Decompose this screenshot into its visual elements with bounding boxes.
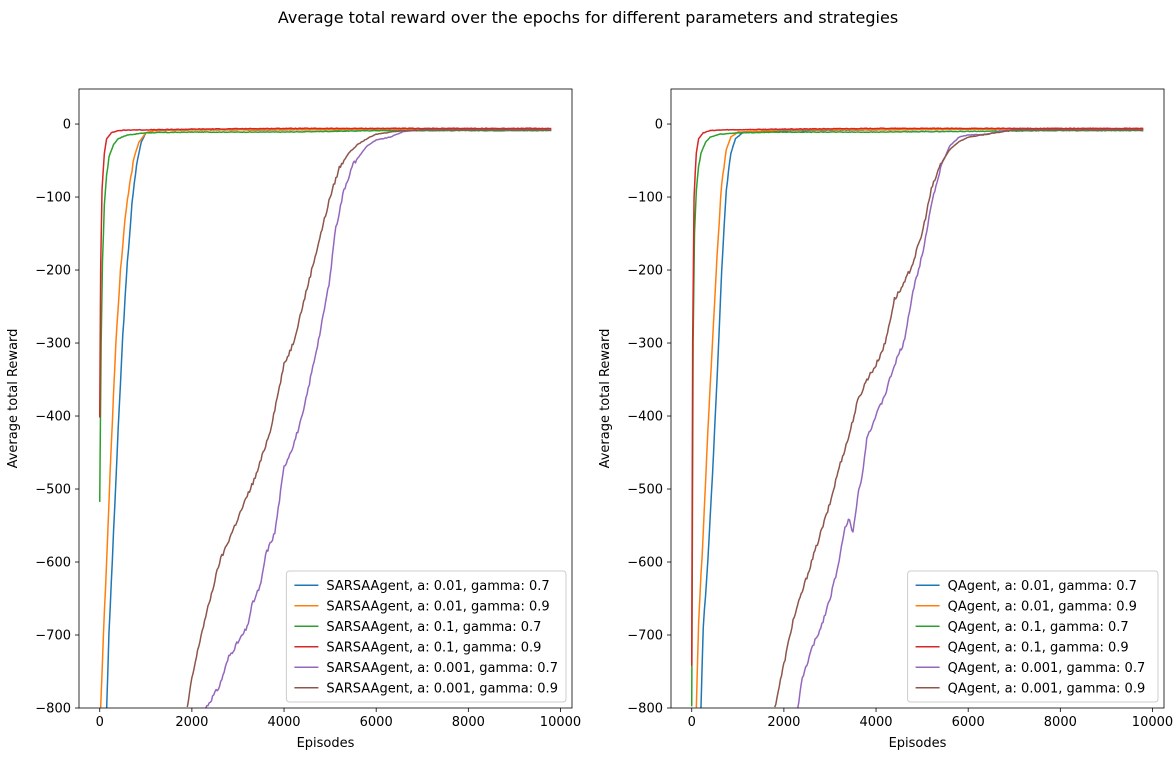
legend-entry-3: QAgent, a: 0.1, gamma: 0.7 xyxy=(948,620,1129,635)
y-tick-label: −600 xyxy=(627,556,663,571)
legend-entry-6: QAgent, a: 0.001, gamma: 0.9 xyxy=(948,681,1146,696)
legend-entry-3: SARSAAgent, a: 0.1, gamma: 0.7 xyxy=(326,620,541,635)
legend: SARSAAgent, a: 0.01, gamma: 0.7 SARSAAgen… xyxy=(285,570,567,703)
x-tick-label: 6000 xyxy=(360,715,393,730)
y-tick-label: −500 xyxy=(35,483,71,498)
legend: QAgent, a: 0.01, gamma: 0.7 QAgent, a: 0.… xyxy=(907,570,1159,703)
axes-frame xyxy=(78,88,573,709)
y-tick-label: −300 xyxy=(627,337,663,352)
x-tick-label: 10000 xyxy=(540,715,581,730)
x-tick-label: 8000 xyxy=(452,715,485,730)
legend-box xyxy=(285,570,567,703)
series-line-4 xyxy=(98,127,552,418)
y-tick-label: −100 xyxy=(35,191,71,206)
y-tick-label: −800 xyxy=(627,702,663,717)
x-tick-label: 0 xyxy=(96,715,104,730)
left-subplot: 0 2000 4000 6000 8000 10000 0 −100 −200 −300 −400 −… xyxy=(6,88,581,751)
legend-entry-5: QAgent, a: 0.001, gamma: 0.7 xyxy=(948,661,1146,676)
legend-box xyxy=(907,570,1159,703)
series-line-6 xyxy=(773,128,1144,708)
x-tick-label: 2000 xyxy=(767,715,800,730)
legend-entry-4: QAgent, a: 0.1, gamma: 0.9 xyxy=(948,640,1129,655)
y-tick-label: −600 xyxy=(35,556,71,571)
y-tick-label: −800 xyxy=(35,702,71,717)
x-tick-label: 0 xyxy=(688,715,696,730)
x-axis-label: Episodes xyxy=(889,736,947,751)
legend-entry-4: SARSAAgent, a: 0.1, gamma: 0.9 xyxy=(326,640,541,655)
x-tick-label: 8000 xyxy=(1044,715,1077,730)
y-tick-label: 0 xyxy=(63,118,71,133)
y-tick-label: −400 xyxy=(35,410,71,425)
series-group xyxy=(690,127,1144,708)
series-group xyxy=(98,127,552,708)
x-tick-label: 6000 xyxy=(952,715,985,730)
y-tick-label: −700 xyxy=(35,629,71,644)
legend-entry-2: SARSAAgent, a: 0.01, gamma: 0.9 xyxy=(326,599,549,614)
y-tick-label: −300 xyxy=(35,337,71,352)
legend-entry-2: QAgent, a: 0.01, gamma: 0.9 xyxy=(948,599,1137,614)
legend-entry-1: QAgent, a: 0.01, gamma: 0.7 xyxy=(948,579,1137,594)
y-axis-label: Average total Reward xyxy=(598,329,613,469)
series-line-4 xyxy=(690,127,1144,666)
right-subplot: 0 2000 4000 6000 8000 10000 0 −100 −200 −300 −400 −… xyxy=(598,88,1173,751)
legend-entry-6: SARSAAgent, a: 0.001, gamma: 0.9 xyxy=(326,681,558,696)
x-tick-label: 4000 xyxy=(859,715,892,730)
y-tick-label: −200 xyxy=(627,264,663,279)
x-tick-label: 2000 xyxy=(175,715,208,730)
y-tick-label: −500 xyxy=(627,483,663,498)
y-tick-label: −100 xyxy=(627,191,663,206)
x-axis-label: Episodes xyxy=(297,736,355,751)
series-line-3 xyxy=(98,129,552,502)
y-tick-label: −400 xyxy=(627,410,663,425)
y-tick-label: −200 xyxy=(35,264,71,279)
x-tick-label: 4000 xyxy=(267,715,300,730)
legend-entry-1: SARSAAgent, a: 0.01, gamma: 0.7 xyxy=(326,579,549,594)
y-tick-label: −700 xyxy=(627,629,663,644)
y-axis-label: Average total Reward xyxy=(6,329,21,469)
y-tick-label: 0 xyxy=(655,118,663,133)
x-tick-label: 10000 xyxy=(1132,715,1173,730)
series-line-6 xyxy=(186,128,552,708)
figure-title: Average total reward over the epochs for… xyxy=(277,8,899,27)
legend-entry-5: SARSAAgent, a: 0.001, gamma: 0.7 xyxy=(326,661,558,676)
axes-frame xyxy=(670,88,1165,709)
